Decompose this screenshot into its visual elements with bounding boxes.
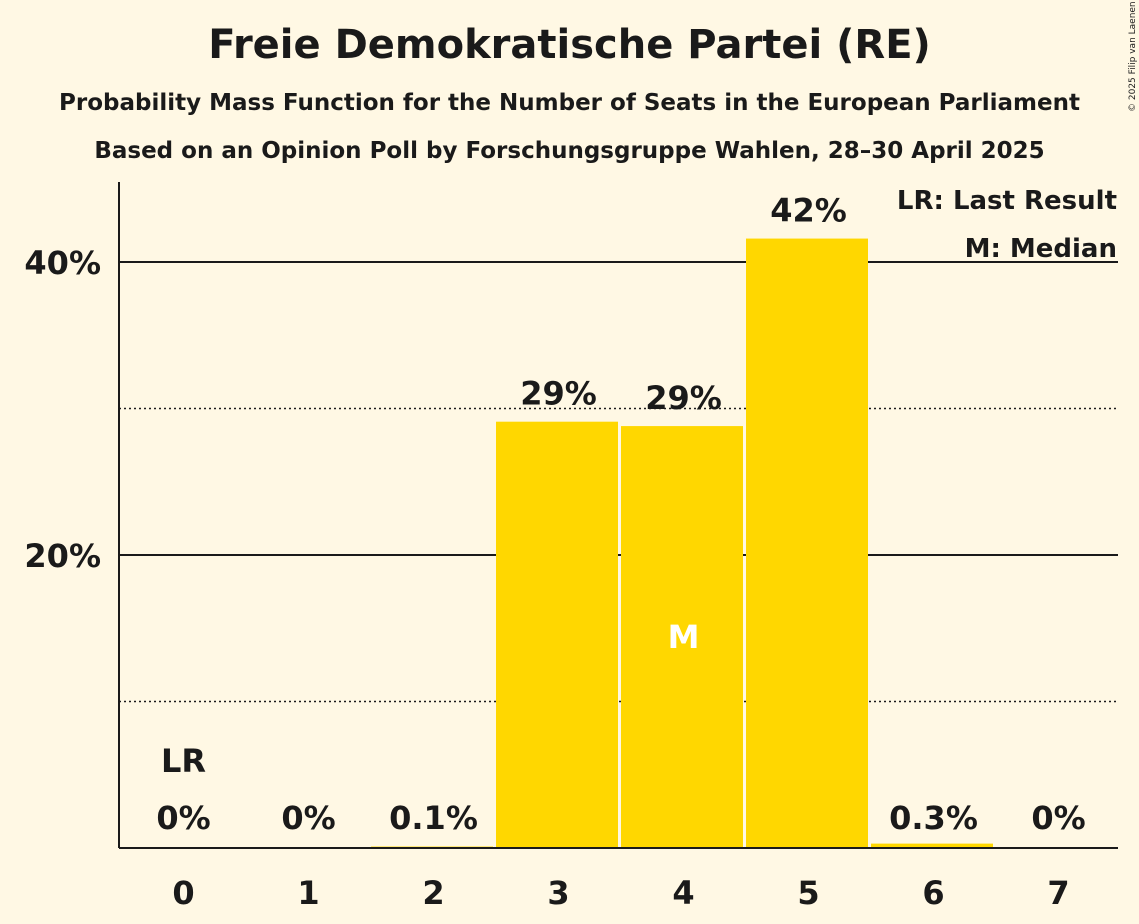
value-label-5: 42% [770, 192, 847, 230]
value-label-6: 0.3% [889, 799, 978, 837]
x-tick-label-3: 3 [547, 874, 569, 912]
chart-title: Freie Demokratische Partei (RE) [208, 22, 931, 68]
x-tick-label-7: 7 [1047, 874, 1069, 912]
value-label-0: 0% [156, 799, 210, 837]
x-tick-label-2: 2 [422, 874, 444, 912]
bar-3 [496, 421, 618, 848]
value-label-7: 0% [1031, 799, 1085, 837]
value-label-2: 0.1% [389, 799, 478, 837]
bar-6 [871, 843, 993, 848]
bar-5 [746, 238, 868, 848]
x-tick-label-1: 1 [297, 874, 319, 912]
x-tick-label-4: 4 [672, 874, 694, 912]
x-tick-label-0: 0 [172, 874, 194, 912]
value-label-1: 0% [281, 799, 335, 837]
chart-source-line: Based on an Opinion Poll by Forschungsgr… [94, 138, 1045, 164]
last-result-marker: LR [161, 742, 206, 780]
bar-4 [621, 426, 743, 848]
y-tick-label-40: 40% [24, 244, 101, 282]
y-tick-label-20: 20% [24, 537, 101, 575]
legend-median: M: Median [965, 234, 1117, 264]
legend-last-result: LR: Last Result [897, 186, 1117, 216]
median-marker: M [668, 618, 700, 656]
value-label-3: 29% [520, 375, 597, 413]
chart-subtitle: Probability Mass Function for the Number… [59, 90, 1080, 116]
x-tick-label-6: 6 [922, 874, 944, 912]
value-label-4: 29% [645, 379, 722, 417]
x-tick-label-5: 5 [797, 874, 819, 912]
